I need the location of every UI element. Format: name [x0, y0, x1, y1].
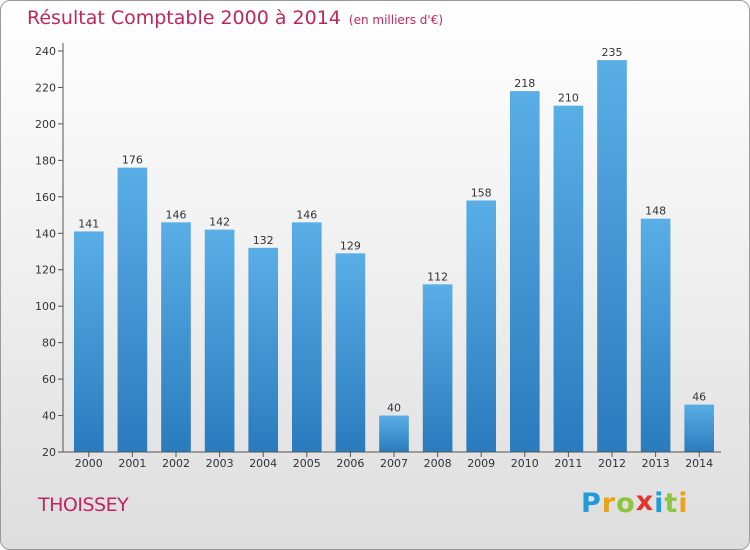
y-tick-label: 40: [42, 410, 56, 423]
bar: [335, 253, 366, 452]
data-label: 210: [558, 92, 579, 105]
x-tick-label: 2002: [162, 457, 190, 470]
x-tick-label: 2008: [424, 457, 452, 470]
y-tick-label: 80: [42, 337, 56, 350]
data-label: 46: [692, 391, 706, 404]
bar: [161, 222, 191, 452]
logo-letter: P: [581, 488, 602, 519]
bar: [379, 415, 409, 452]
x-tick-label: 2010: [511, 457, 539, 470]
chart-title: Résultat Comptable 2000 à 2014 (en millie…: [27, 7, 443, 29]
data-label: 146: [296, 208, 317, 221]
x-tick-label: 2006: [336, 457, 364, 470]
data-label: 132: [253, 234, 274, 247]
y-tick-label: 200: [35, 118, 56, 131]
bar: [597, 60, 627, 452]
chart-title-main: Résultat Comptable 2000 à 2014: [27, 7, 341, 29]
bar: [204, 229, 235, 452]
bar: [466, 200, 497, 452]
logo-letter: o: [616, 488, 636, 519]
data-label: 141: [78, 217, 99, 230]
data-label: 148: [645, 205, 666, 218]
x-tick-label: 2003: [206, 457, 234, 470]
proxiti-logo: Proxiti: [581, 486, 689, 519]
data-label: 158: [471, 186, 492, 199]
bar: [117, 167, 148, 452]
x-tick-label: 2012: [598, 457, 626, 470]
bar: [422, 284, 453, 452]
data-label: 176: [122, 154, 143, 167]
y-tick-label: 120: [35, 264, 56, 277]
logo-letter: t: [664, 488, 679, 519]
x-tick-label: 2011: [554, 457, 582, 470]
bar: [291, 222, 322, 452]
chart-subtitle: (en milliers d'€): [348, 13, 444, 27]
bar: [640, 218, 671, 452]
y-tick-label: 160: [35, 191, 56, 204]
x-tick-label: 2007: [380, 457, 408, 470]
data-label: 146: [166, 208, 187, 221]
bar: [553, 105, 584, 452]
x-tick-label: 2013: [642, 457, 670, 470]
logo-letter: i: [654, 488, 665, 519]
place-name: THOISSEY: [38, 494, 129, 516]
logo-letter: i: [678, 488, 689, 519]
x-tick-label: 2009: [467, 457, 495, 470]
data-label: 129: [340, 239, 361, 252]
y-tick-label: 140: [35, 227, 56, 240]
x-tick-label: 2000: [75, 457, 103, 470]
y-tick-label: 60: [42, 373, 56, 386]
data-label: 142: [209, 216, 230, 229]
logo-letter: x: [635, 486, 655, 517]
bar: [684, 404, 715, 452]
y-tick-label: 20: [42, 446, 56, 459]
bar: [509, 91, 540, 452]
y-tick-label: 220: [35, 81, 56, 94]
data-label: 40: [387, 402, 401, 415]
x-tick-label: 2004: [249, 457, 277, 470]
x-tick-label: 2005: [293, 457, 321, 470]
y-tick-label: 100: [35, 300, 56, 313]
y-tick-label: 240: [35, 45, 56, 58]
logo-letter: r: [601, 488, 617, 519]
y-tick-label: 180: [35, 154, 56, 167]
data-label: 218: [514, 77, 535, 90]
data-label: 112: [427, 270, 448, 283]
data-label: 235: [602, 46, 623, 59]
x-tick-label: 2014: [685, 457, 713, 470]
x-tick-label: 2001: [118, 457, 146, 470]
bar: [73, 231, 104, 452]
bar: [248, 247, 279, 452]
